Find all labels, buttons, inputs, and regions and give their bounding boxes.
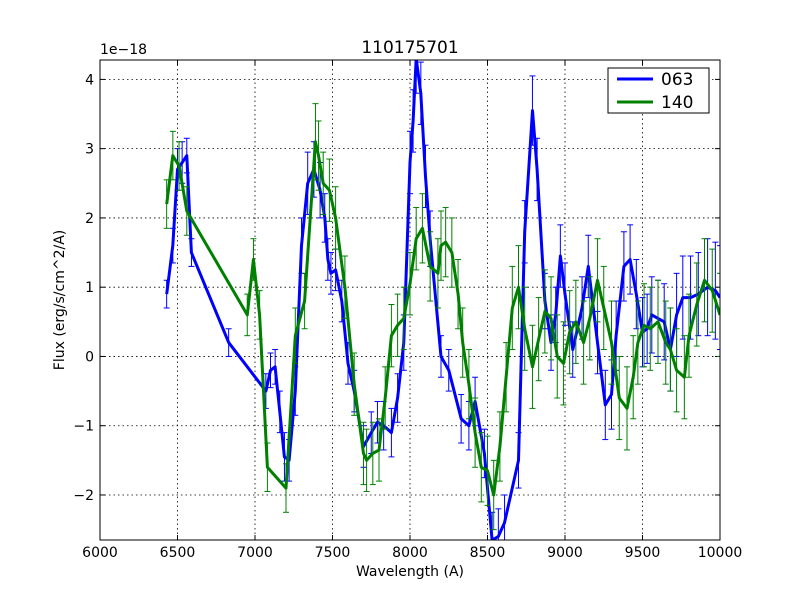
axis-ticks (99, 60, 721, 540)
series-layer (163, 60, 720, 540)
y-tick-label: 3 (85, 142, 94, 158)
x-tick-label: 7500 (315, 545, 351, 561)
x-tick-label: 6000 (82, 545, 118, 561)
y-tick-label: 0 (85, 349, 94, 365)
legend-label-063: 063 (661, 70, 693, 90)
y-tick-label: 1 (85, 280, 94, 296)
series-140 (163, 103, 720, 531)
x-tick-label: 6500 (160, 545, 196, 561)
y-tick-label: −2 (73, 488, 94, 504)
x-tick-label: 8000 (392, 545, 428, 561)
y-tick-labels: −2 −1 0 1 2 3 4 (73, 72, 94, 504)
x-tick-label: 9000 (547, 545, 583, 561)
series-line-140 (165, 140, 720, 497)
x-tick-label: 9500 (625, 545, 661, 561)
x-tick-label: 8500 (470, 545, 506, 561)
y-offset-label: 1e−18 (100, 42, 147, 58)
legend-box (607, 67, 710, 114)
x-tick-label: 10000 (698, 545, 743, 561)
series-063 (163, 60, 720, 540)
y-axis-label: Flux (erg/s/cm^2/A) (52, 230, 68, 370)
y-tick-label: −1 (73, 419, 94, 435)
series-line-063 (165, 60, 720, 540)
x-tick-label: 7000 (237, 545, 273, 561)
legend-label-140: 140 (661, 93, 693, 113)
legend: 063 140 (607, 67, 710, 114)
y-tick-label: 4 (85, 72, 94, 88)
x-axis-label: Wavelength (A) (356, 564, 464, 580)
x-tick-labels: 6000 6500 7000 7500 8000 8500 9000 9500 10000 (82, 545, 742, 561)
plot-frame (99, 59, 721, 541)
chart-title: 110175701 (361, 38, 458, 58)
y-tick-label: 2 (85, 211, 94, 227)
